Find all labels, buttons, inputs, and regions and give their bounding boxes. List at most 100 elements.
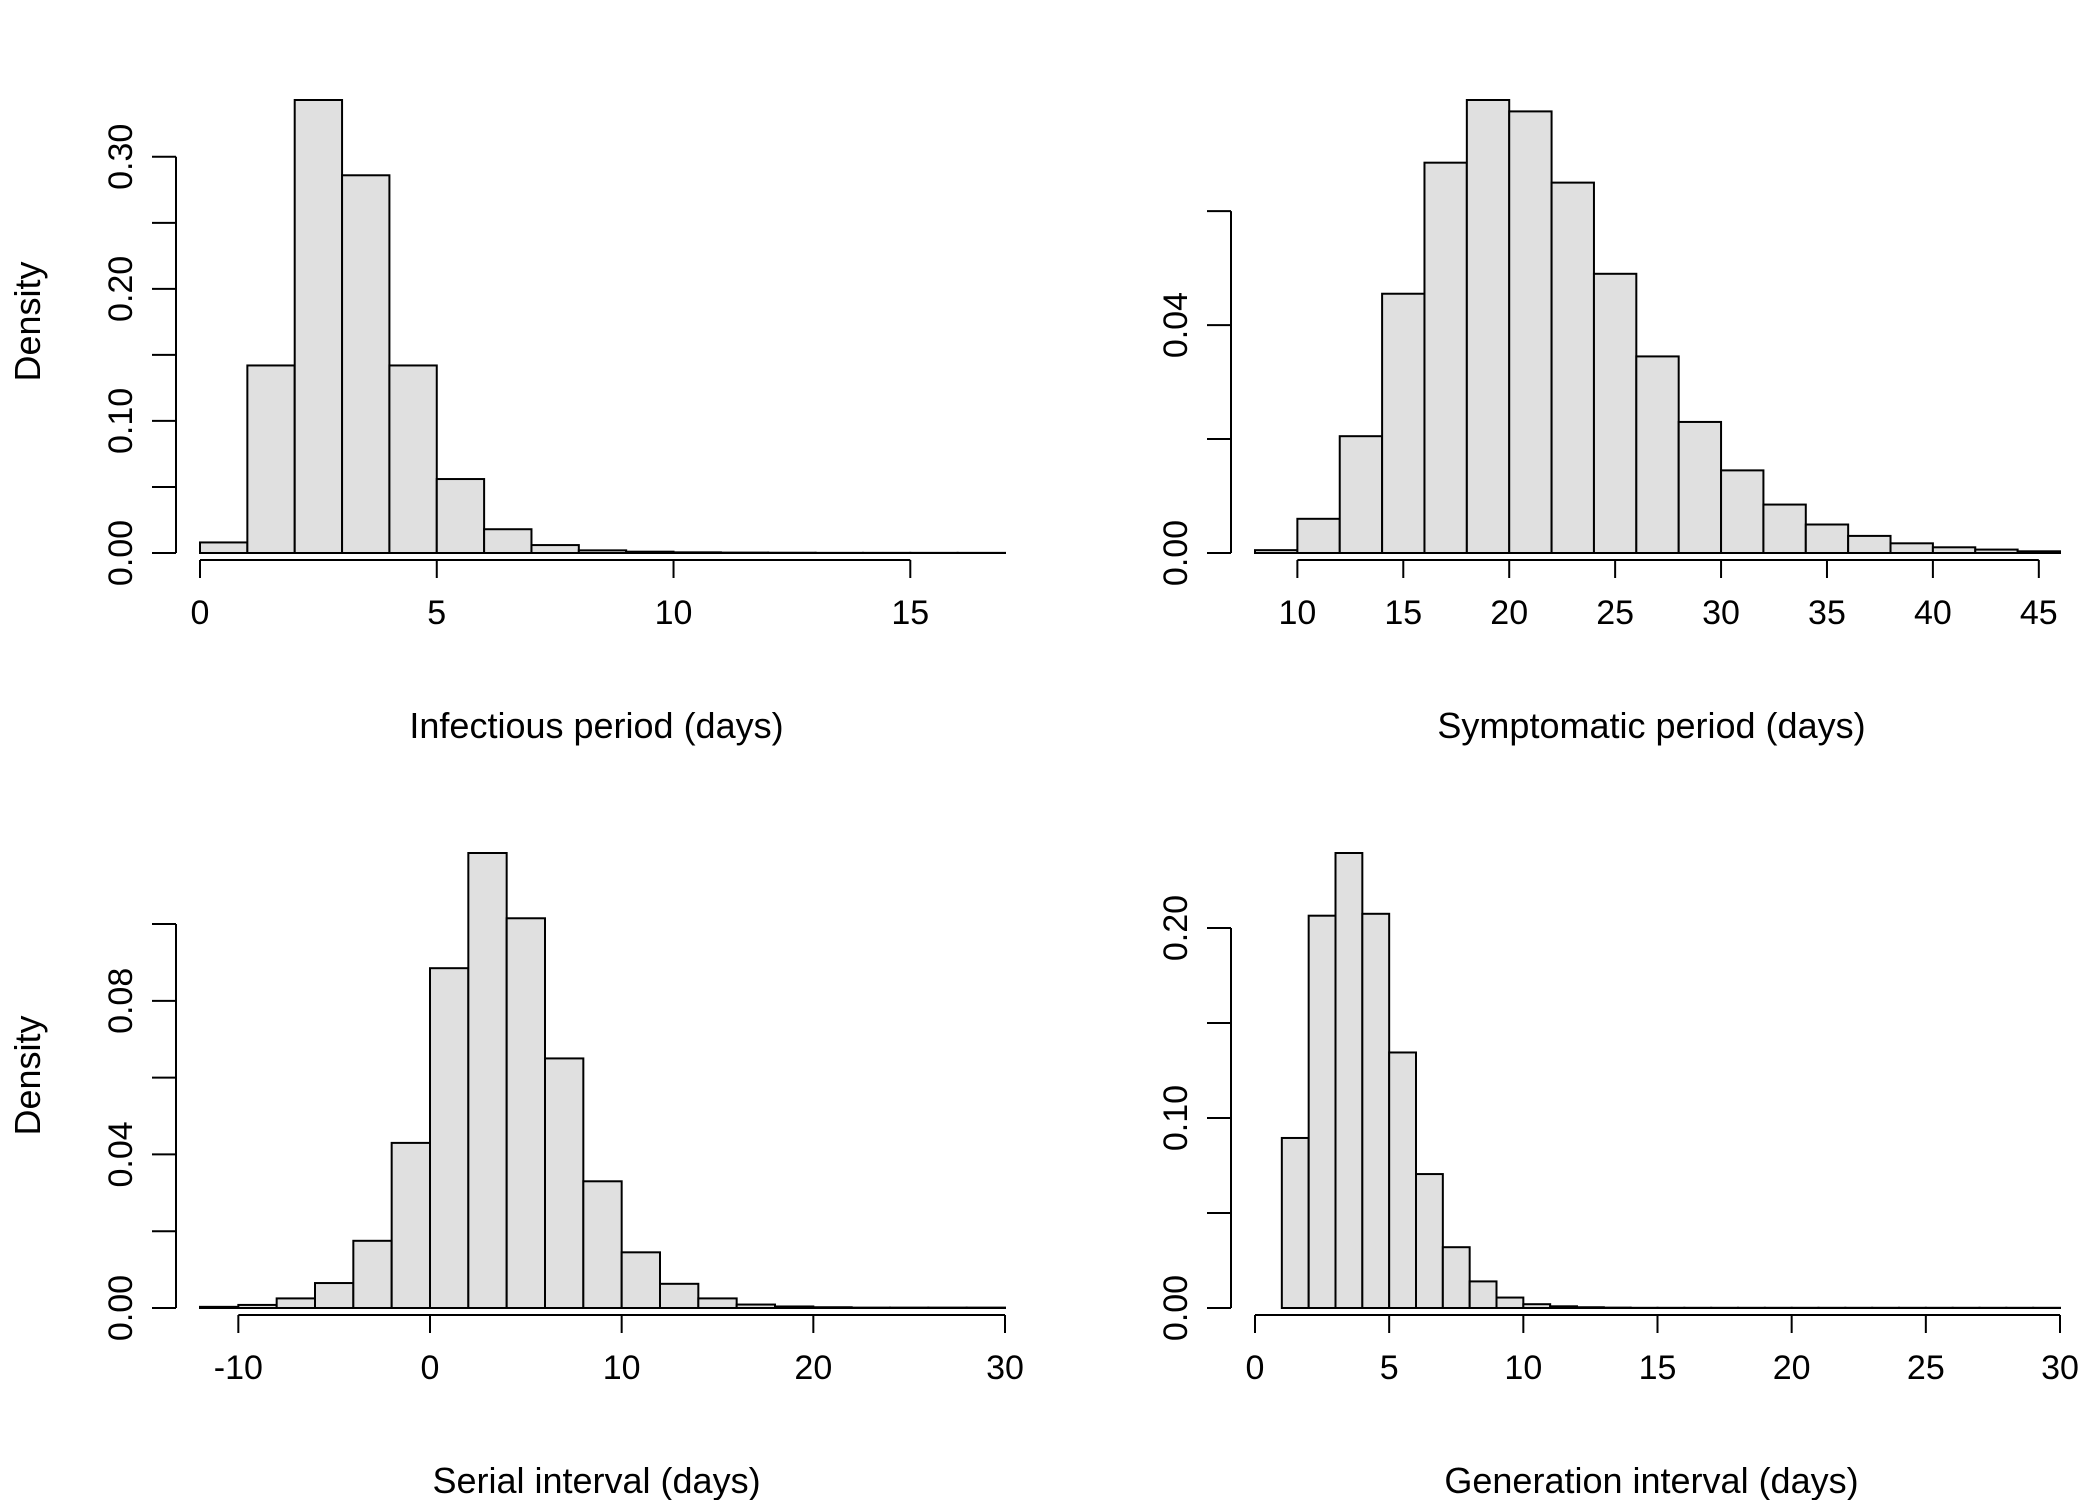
histogram-bar (1889, 542, 1934, 555)
x-tick-label: 15 (1639, 1349, 1677, 1387)
x-tick-label: 5 (1380, 1349, 1399, 1387)
histogram-bar (314, 1282, 355, 1310)
histogram-bar (577, 549, 628, 554)
histogram-bar (467, 852, 508, 1309)
x-tick-label: 10 (1278, 594, 1316, 632)
histogram-bar (1931, 546, 1977, 554)
histogram-bar (1522, 1303, 1552, 1310)
histogram-bar (1465, 99, 1511, 554)
histogram-bar (1508, 110, 1553, 554)
x-tick-label: 15 (1384, 594, 1422, 632)
histogram-bar (1415, 1173, 1444, 1309)
x-tick-label: 35 (1808, 594, 1846, 632)
serial-interval-histogram: -10 0 10 20 30 0.00 0.04 0.08 Serial interval (d… (7, 852, 1024, 1500)
x-tick-label: -10 (214, 1349, 263, 1387)
histogram-bar (1361, 912, 1391, 1310)
histogram-bar (341, 174, 391, 554)
x-tick-label: 20 (1773, 1349, 1811, 1387)
histogram-bar (1423, 161, 1468, 554)
histogram-bar (1381, 292, 1426, 554)
x-axis-title: Generation interval (days) (1444, 1460, 1858, 1500)
x-tick-label: 40 (1914, 594, 1952, 632)
histogram-bar (1576, 1306, 1605, 1310)
y-tick-label: 0.00 (102, 520, 140, 586)
histogram-bar (1441, 1246, 1471, 1309)
histogram-bar (672, 551, 722, 555)
histogram-bar (1550, 181, 1595, 554)
histogram-bar (1847, 534, 1892, 554)
x-tick-label: 0 (421, 1349, 440, 1387)
histogram-bar (625, 550, 675, 555)
histogram-bar (735, 1303, 777, 1310)
histogram-bar (620, 1251, 662, 1310)
histogram-bar (1296, 517, 1341, 555)
histogram-bar (1974, 548, 2019, 554)
y-tick-label: 0.10 (102, 388, 140, 454)
x-axis-title: Infectious period (days) (409, 705, 783, 746)
y-tick-label: 0.04 (1157, 292, 1195, 358)
histogram-bar (1677, 420, 1723, 554)
histogram-bar (237, 1303, 278, 1309)
generation-interval-histogram: 0 5 10 15 20 25 30 0.00 0.10 0.20 Generation inter… (1157, 852, 2079, 1500)
histogram-bar (582, 1180, 623, 1309)
y-tick-label: 0.08 (102, 968, 140, 1034)
histogram-bar (697, 1297, 738, 1310)
histogram-bar (275, 1297, 316, 1310)
histogram-bar (293, 99, 344, 554)
histogram-bar (1635, 355, 1680, 554)
histogram-bar (1388, 1051, 1417, 1309)
histogram-bar (199, 541, 249, 554)
histogram-bar (352, 1239, 393, 1309)
y-tick-label: 0.00 (102, 1275, 140, 1341)
x-tick-label: 10 (603, 1349, 641, 1387)
x-tick-label: 25 (1907, 1349, 1945, 1387)
y-axis-title: Density (7, 1015, 48, 1135)
y-tick-label: 0.30 (102, 124, 140, 190)
histogram-bar (1307, 914, 1337, 1309)
x-tick-label: 5 (427, 594, 446, 632)
histogram-bar (2016, 550, 2062, 555)
histogram-bar (1804, 523, 1850, 555)
histogram-bar (812, 1306, 853, 1309)
infectious-period-histogram: 0 5 10 15 0.00 0.10 0.20 0.30 Infectious period … (7, 99, 1006, 746)
histogram-bar (199, 1305, 240, 1310)
x-tick-label: 10 (655, 594, 693, 632)
histogram-bar (659, 1282, 700, 1310)
histogram-bar (1280, 1136, 1310, 1309)
y-tick-label: 0.20 (1157, 895, 1195, 961)
y-tick-label: 0.04 (102, 1121, 140, 1187)
histogram-bar (774, 1305, 815, 1309)
histogram-bar (1338, 435, 1384, 555)
histogram-bar (530, 544, 580, 555)
x-tick-label: 15 (891, 594, 929, 632)
y-tick-label: 0.00 (1157, 1275, 1195, 1341)
x-tick-label: 20 (1490, 594, 1528, 632)
x-tick-label: 45 (2020, 594, 2058, 632)
x-tick-label: 0 (191, 594, 210, 632)
histogram-bar (1762, 503, 1807, 555)
histogram-bar (435, 478, 486, 554)
x-tick-label: 30 (1702, 594, 1740, 632)
histogram-bar (1592, 272, 1638, 554)
histogram-bar (429, 967, 470, 1309)
y-tick-label: 0.00 (1157, 520, 1195, 586)
histogram-bar (1468, 1280, 1498, 1310)
x-tick-label: 30 (2041, 1349, 2079, 1387)
x-tick-label: 20 (794, 1349, 832, 1387)
x-tick-label: 10 (1504, 1349, 1542, 1387)
histogram-bar (1334, 852, 1364, 1309)
x-tick-label: 30 (986, 1349, 1024, 1387)
histogram-bar (483, 528, 533, 555)
histogram-bar (246, 364, 296, 554)
histogram-bar (1720, 469, 1765, 554)
histogram-bar (388, 364, 438, 554)
histogram-bar (1549, 1305, 1578, 1309)
histogram-bar (390, 1141, 431, 1310)
y-tick-label: 0.20 (102, 256, 140, 322)
x-axis-title: Symptomatic period (days) (1437, 705, 1865, 746)
histogram-bar (1495, 1296, 1525, 1309)
y-tick-label: 0.10 (1157, 1085, 1195, 1151)
symptomatic-period-histogram: 10 15 20 25 30 35 40 45 0.00 0.04 Symptomatic peri… (1157, 99, 2062, 746)
x-tick-label: 0 (1246, 1349, 1265, 1387)
